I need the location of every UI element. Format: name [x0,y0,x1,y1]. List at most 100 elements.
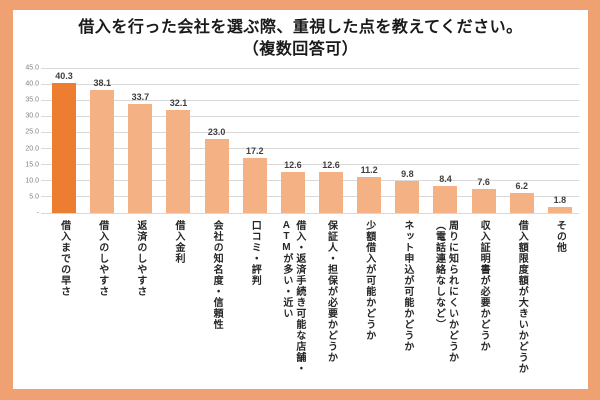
bar-value-label: 33.7 [131,92,150,103]
bar [547,207,572,213]
category-label: 借入・返済手続き可能な店舗・ ATMが多い・近い [280,220,305,374]
gridline [41,164,579,166]
chart-title-line1: 借入を行った会社を選ぶ際、重視した点を教えてください。 [78,19,523,36]
category-cell: 周りに知られにくいかどうか （電話連絡なしなど） [426,220,464,374]
bar-column: 40.3 [45,68,83,213]
category-cell: 借入までの早さ [45,220,83,374]
bar-column: 1.8 [541,68,579,213]
y-tick-label: 5.0 [29,193,39,201]
y-tick-label: 10.0 [25,177,39,185]
category-cell: 保証人・担保が必要かどうか [312,220,350,374]
y-tick-label: 45.0 [25,64,39,72]
bar [242,157,267,213]
bar [90,90,115,213]
bar-column: 6.2 [503,68,541,213]
gridline [41,115,579,117]
category-label: 収入証明書が必要かどうか [478,220,490,352]
bar-value-label: 6.2 [515,181,529,192]
category-cell: 借入のしやすさ [83,220,121,374]
category-cell: 借入・返済手続き可能な店舗・ ATMが多い・近い [274,220,312,374]
bar-column: 17.2 [236,68,274,213]
bar [128,104,153,213]
bar-column: 7.6 [465,68,503,213]
bar-value-label: 38.1 [93,78,111,89]
plot-and-categories: 40.3 38.1 33.7 32.1 23.0 17.2 12.6 12.6 11.2 9.8 8… [41,67,579,374]
plot-area: 40.3 38.1 33.7 32.1 23.0 17.2 12.6 12.6 11.2 9.8 8… [41,67,579,214]
category-cell: 返済のしやすさ [121,220,159,374]
category-label: 周りに知られにくいかどうか （電話連絡なしなど） [433,220,458,363]
bar-column: 8.4 [426,68,464,213]
category-label: その他 [554,220,566,253]
bar [433,185,458,213]
y-axis: 45.0 40.0 35.0 30.0 25.0 20.0 15.0 10.0 5.0 - [13,64,43,217]
bar [471,188,496,213]
bar-value-label: 9.8 [401,169,414,180]
bars-row: 40.3 38.1 33.7 32.1 23.0 17.2 12.6 12.6 11.2 9.8 8… [45,68,579,213]
y-tick-label: 35.0 [25,96,39,104]
bar [395,181,420,213]
category-label: 保証人・担保が必要かどうか [325,220,337,363]
y-tick-label: 25.0 [25,128,39,136]
gridline [41,196,579,198]
category-label: ネット申込が可能かどうか [401,220,413,352]
bar-value-label: 1.8 [553,195,567,206]
bar-column: 38.1 [83,68,121,213]
y-tick-label: - [36,209,39,217]
bar-value-label: 12.6 [284,160,302,171]
y-tick-label: 30.0 [25,112,39,120]
gridline [41,180,579,182]
bar [166,109,191,213]
gridline [41,83,579,85]
category-cell: その他 [541,220,579,374]
bar-column: 12.6 [312,68,350,213]
bar-value-label: 32.1 [169,97,188,108]
bar [509,193,534,213]
bar-value-label: 12.6 [322,160,340,171]
bar-value-label: 17.2 [246,145,264,156]
bar-chart: 45.0 40.0 35.0 30.0 25.0 20.0 15.0 10.0 5.0 - 40.… [13,64,588,389]
category-cell: ネット申込が可能かどうか [388,220,426,374]
bar [280,172,305,213]
bar-column: 9.8 [388,68,426,213]
highlighted-bar [52,83,77,213]
category-axis: 借入までの早さ 借入のしやすさ 返済のしやすさ 借入金利 会社の知名度・信頼性 口コミ・評… [45,220,579,374]
bar-column: 11.2 [350,68,388,213]
y-tick-label: 20.0 [25,145,39,153]
bar [204,138,229,213]
bar [357,176,382,213]
bar-column: 12.6 [274,68,312,213]
category-cell: 会社の知名度・信頼性 [198,220,236,374]
category-label: 返済のしやすさ [134,220,146,297]
bar-value-label: 40.3 [55,71,73,82]
chart-panel: 借入を行った会社を選ぶ際、重視した点を教えてください。 （複数回答可） 45.0… [13,10,588,389]
category-label: 口コミ・評判 [249,220,261,286]
category-label: 借入額限度額が大きいかどうか [516,220,528,374]
category-label: 借入のしやすさ [96,220,108,297]
gridline [41,67,579,69]
category-label: 会社の知名度・信頼性 [211,220,223,330]
gridline [41,212,579,214]
category-label: 借入金利 [172,220,184,264]
category-label: 少額借入が可能かどうか [363,220,375,341]
bar-value-label: 7.6 [477,176,490,187]
category-cell: 借入額限度額が大きいかどうか [503,220,541,374]
bar-value-label: 8.4 [439,173,452,184]
category-cell: 収入証明書が必要かどうか [465,220,503,374]
y-tick-label: 40.0 [25,80,39,88]
category-cell: 借入金利 [159,220,197,374]
bar-column: 33.7 [121,68,159,213]
bar-column: 32.1 [159,68,197,213]
y-tick-label: 15.0 [25,161,39,169]
gridline [41,148,579,150]
gridline [41,99,579,101]
gridline [41,131,579,133]
chart-title-line2: （複数回答可） [242,41,359,59]
category-label: 借入までの早さ [58,220,70,297]
bar-value-label: 23.0 [207,126,226,137]
category-cell: 口コミ・評判 [236,220,274,374]
chart-title: 借入を行った会社を選ぶ際、重視した点を教えてください。 （複数回答可） [13,10,588,62]
bar-column: 23.0 [198,68,236,213]
bar-value-label: 11.2 [360,164,378,175]
bar [319,172,344,213]
